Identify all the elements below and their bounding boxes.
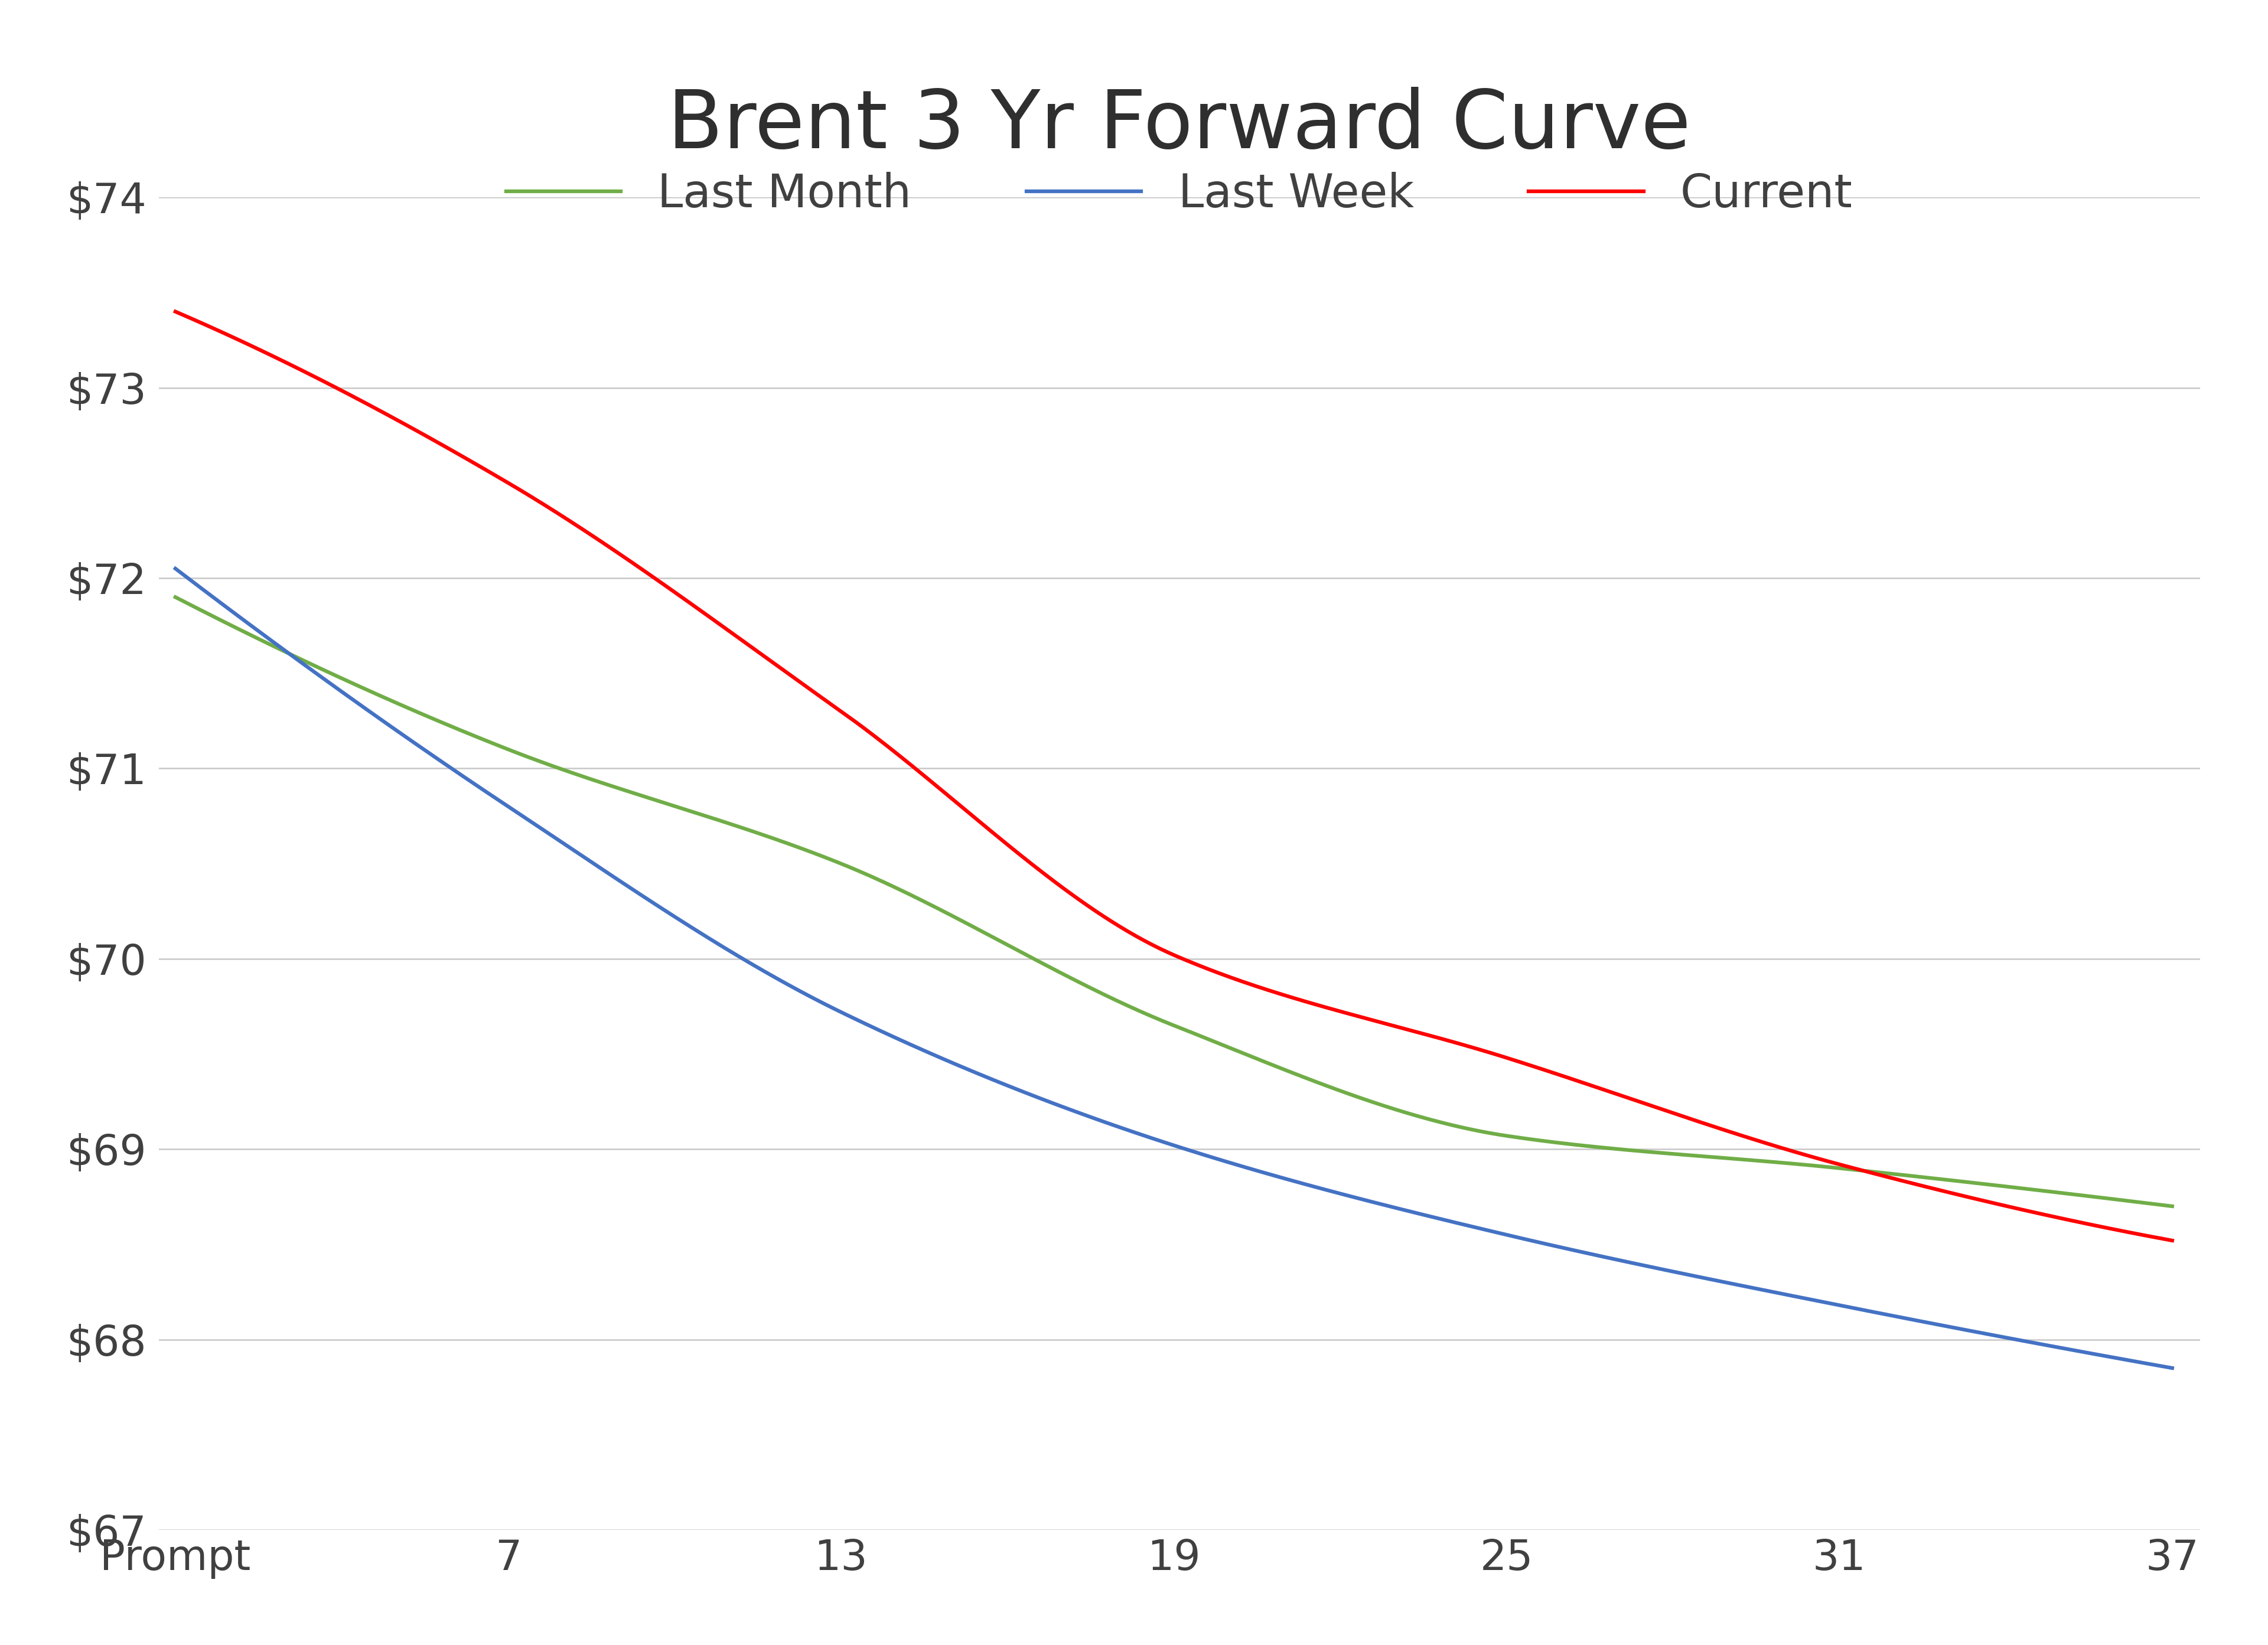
Last Month xyxy=(2159,1196,2186,1216)
Current xyxy=(1109,920,1136,939)
Last Month xyxy=(1349,1089,1377,1109)
Current xyxy=(2112,1222,2139,1242)
Current xyxy=(1243,975,1270,995)
Current xyxy=(1799,1147,1826,1166)
Last Month xyxy=(1799,1155,1826,1175)
Title: Brent 3 Yr Forward Curve: Brent 3 Yr Forward Curve xyxy=(667,87,1692,164)
Last Week xyxy=(2159,1359,2186,1379)
Last Month xyxy=(1109,994,1136,1013)
Current xyxy=(161,301,188,321)
Line: Last Month: Last Month xyxy=(175,597,2173,1206)
Line: Last Week: Last Week xyxy=(175,569,2173,1369)
Last Week xyxy=(1349,1189,1377,1209)
Last Week xyxy=(161,559,188,579)
Last Week xyxy=(1123,1124,1150,1143)
Legend: Last Month, Last Week, Current: Last Month, Last Week, Current xyxy=(488,153,1871,235)
Last Week xyxy=(1243,1160,1270,1179)
Last Week xyxy=(1799,1290,1826,1309)
Last Month xyxy=(161,587,188,607)
Current xyxy=(2159,1230,2186,1250)
Last Month xyxy=(1243,1048,1270,1068)
Last Week xyxy=(1109,1119,1136,1138)
Last Month xyxy=(1123,1000,1150,1020)
Last Month xyxy=(2112,1191,2139,1211)
Last Week xyxy=(2112,1349,2139,1369)
Line: Current: Current xyxy=(175,311,2173,1240)
Current xyxy=(1123,926,1150,946)
Current xyxy=(1349,1008,1377,1028)
